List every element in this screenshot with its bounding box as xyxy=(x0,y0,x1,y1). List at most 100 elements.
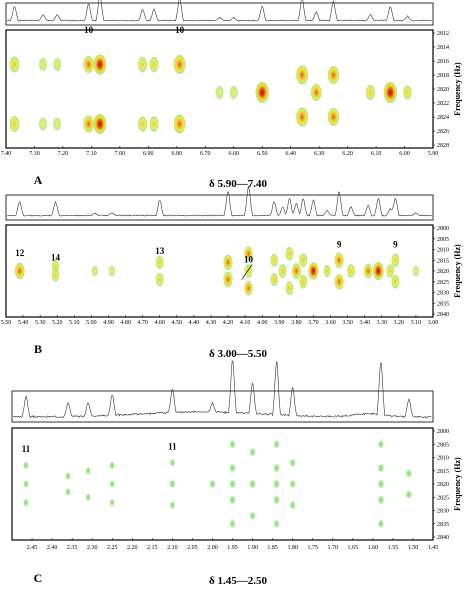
x-tick-label: 5.90 xyxy=(428,151,439,157)
y-tick-label: 2826 xyxy=(437,129,449,135)
cross-peak xyxy=(83,56,94,73)
cross-peak xyxy=(296,107,308,127)
chemical-shift-range-label: δ 3.00—5.50 xyxy=(209,348,267,360)
cross-peak xyxy=(39,117,47,131)
projection-spectrum-trace xyxy=(6,186,432,217)
cross-peak xyxy=(285,281,294,296)
x-tick-label: 4.60 xyxy=(154,320,165,326)
panel-label: B xyxy=(34,342,42,356)
cross-peak xyxy=(149,116,159,132)
cross-peak xyxy=(285,246,294,261)
cross-peak xyxy=(378,464,384,473)
cross-peak xyxy=(249,512,256,520)
x-tick-label: 6.80 xyxy=(172,151,183,157)
cross-peak xyxy=(39,57,47,72)
cross-peak xyxy=(85,467,91,475)
cross-peak xyxy=(270,273,279,287)
cross-peak xyxy=(299,253,308,268)
cross-peak xyxy=(109,499,115,507)
x-tick-label: 1.85 xyxy=(267,545,278,551)
x-tick-label: 5.50 xyxy=(1,320,12,326)
cross-peak xyxy=(229,440,236,449)
y-tick-label: 2818 xyxy=(437,73,449,79)
peak-annotation: 14 xyxy=(51,252,61,262)
y-tick-label: 2830 xyxy=(437,509,449,515)
cross-peak xyxy=(290,501,296,510)
y-tick-label: 2825 xyxy=(437,495,449,501)
panel-label: C xyxy=(34,571,43,585)
y-axis-label: Frequency (Hz) xyxy=(453,244,462,298)
cross-peak xyxy=(391,253,400,268)
peak-annotation: 9 xyxy=(393,239,398,249)
cross-peak xyxy=(327,66,339,84)
y-tick-label: 2815 xyxy=(437,258,449,264)
cross-peak xyxy=(412,265,419,277)
x-tick-label: 4.70 xyxy=(137,320,148,326)
x-tick-label: 4.50 xyxy=(172,320,183,326)
x-tick-label: 1.60 xyxy=(368,545,379,551)
projection-spectrum-trace xyxy=(6,0,433,22)
x-tick-label: 1.45 xyxy=(428,545,439,551)
cross-peak xyxy=(14,262,25,280)
x-tick-label: 7.40 xyxy=(1,151,12,157)
y-tick-label: 2820 xyxy=(437,482,449,488)
cross-peak xyxy=(53,117,62,131)
cross-peak xyxy=(365,84,375,101)
x-tick-label: 3.30 xyxy=(377,320,388,326)
cross-peak xyxy=(108,265,115,277)
cross-peak xyxy=(308,262,319,280)
x-tick-label: 3.10 xyxy=(411,320,422,326)
x-tick-label: 2.15 xyxy=(147,545,158,551)
x-tick-label: 2.25 xyxy=(107,545,118,551)
cross-peak xyxy=(93,54,107,75)
cross-peak xyxy=(9,116,20,132)
x-tick-label: 3.60 xyxy=(325,320,336,326)
x-tick-label: 6.50 xyxy=(257,151,268,157)
cross-peak xyxy=(209,480,216,488)
peak-annotation: 11 xyxy=(168,442,177,452)
peak-annotation: 9 xyxy=(337,239,342,249)
cross-peak xyxy=(85,493,91,501)
cross-peak xyxy=(138,116,148,132)
x-tick-label: 5.40 xyxy=(18,320,29,326)
cross-peak xyxy=(378,495,384,504)
x-tick-label: 2.10 xyxy=(167,545,178,551)
y-tick-label: 2810 xyxy=(437,248,449,254)
x-tick-label: 3.40 xyxy=(359,320,370,326)
cross-peak xyxy=(255,82,269,103)
peak-annotation: 10 xyxy=(84,25,94,35)
chemical-shift-range-label: δ 1.45—2.50 xyxy=(209,575,267,587)
x-tick-label: 5.00 xyxy=(86,320,97,326)
annotation-leader-line xyxy=(241,264,253,280)
x-tick-label: 6.60 xyxy=(228,151,239,157)
cross-peak xyxy=(109,480,115,488)
y-tick-label: 2825 xyxy=(437,280,449,286)
cross-peak xyxy=(273,440,280,449)
cross-peak xyxy=(229,85,238,100)
cross-peak xyxy=(363,263,373,279)
cross-peak xyxy=(91,265,98,277)
cross-peak xyxy=(244,246,253,262)
cross-peak xyxy=(291,263,301,279)
cross-peak xyxy=(229,495,236,504)
y-tick-label: 2812 xyxy=(437,31,449,37)
cross-peak xyxy=(334,252,344,268)
x-tick-label: 3.20 xyxy=(394,320,405,326)
x-tick-label: 4.10 xyxy=(240,320,251,326)
cross-peak xyxy=(273,464,280,473)
x-tick-label: 7.30 xyxy=(29,151,40,157)
x-tick-label: 3.90 xyxy=(274,320,285,326)
peak-annotation: 12 xyxy=(15,248,25,258)
cross-peak xyxy=(296,65,308,85)
y-tick-label: 2824 xyxy=(437,115,449,121)
cross-peak xyxy=(406,469,412,478)
y-tick-label: 2820 xyxy=(437,269,449,275)
y-tick-label: 2810 xyxy=(437,456,449,462)
x-tick-label: 4.00 xyxy=(257,320,268,326)
projection-spectrum-trace xyxy=(12,360,432,419)
x-tick-label: 5.10 xyxy=(69,320,80,326)
cross-peak xyxy=(223,254,233,271)
cross-peak xyxy=(169,501,175,509)
cross-peak xyxy=(249,480,256,488)
